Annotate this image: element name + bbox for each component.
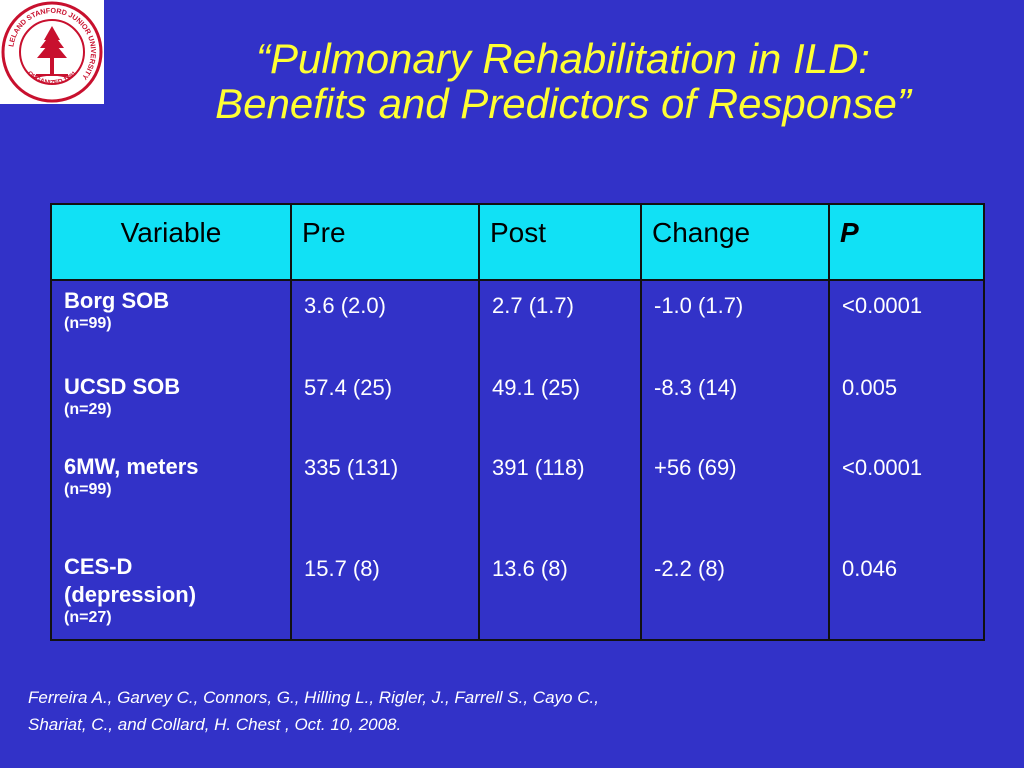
variable-n: (n=99) bbox=[64, 315, 112, 332]
p-column: <0.0001 0.005 <0.0001 0.046 bbox=[828, 279, 985, 641]
variable-name: Borg SOB bbox=[64, 288, 170, 313]
variable-column: Borg SOB (n=99) UCSD SOB (n=29) 6MW, met… bbox=[50, 279, 292, 641]
header-variable: Variable bbox=[50, 203, 292, 281]
variable-entry: 6MW, meters (n=99) bbox=[64, 453, 286, 499]
variable-name: CES-D (depression) bbox=[64, 554, 197, 607]
variable-n: (n=29) bbox=[64, 401, 112, 418]
pre-value: 3.6 (2.0) bbox=[304, 293, 386, 318]
header-p: P bbox=[828, 203, 985, 281]
results-table: Variable Pre Post Change P Borg SOB (n=9… bbox=[50, 203, 985, 641]
table-body-row: Borg SOB (n=99) UCSD SOB (n=29) 6MW, met… bbox=[50, 279, 985, 641]
variable-entry: Borg SOB (n=99) bbox=[64, 287, 286, 333]
change-value: -1.0 (1.7) bbox=[654, 293, 744, 318]
pre-value: 15.7 (8) bbox=[304, 556, 380, 581]
variable-entry: UCSD SOB (n=29) bbox=[64, 373, 286, 419]
post-column: 2.7 (1.7) 49.1 (25) 391 (118) 13.6 (8) bbox=[478, 279, 642, 641]
post-value: 2.7 (1.7) bbox=[492, 293, 574, 318]
title-line-2: Benefits and Predictors of Response” bbox=[215, 80, 911, 127]
variable-n: (n=99) bbox=[64, 481, 112, 498]
change-value: -2.2 (8) bbox=[654, 556, 725, 581]
post-value: 13.6 (8) bbox=[492, 556, 568, 581]
redwood-tree-icon bbox=[33, 26, 71, 79]
variable-n: (n=27) bbox=[64, 609, 112, 626]
change-value: +56 (69) bbox=[654, 455, 737, 480]
p-value: <0.0001 bbox=[842, 455, 923, 480]
stanford-seal-logo: LELAND STANFORD JUNIOR UNIVERSITY ORGANI… bbox=[0, 0, 104, 104]
p-value: <0.0001 bbox=[842, 293, 923, 318]
pre-column: 3.6 (2.0) 57.4 (25) 335 (131) 15.7 (8) bbox=[290, 279, 480, 641]
post-value: 391 (118) bbox=[492, 455, 585, 480]
p-value: 0.046 bbox=[842, 556, 898, 581]
table-header-row: Variable Pre Post Change P bbox=[50, 203, 985, 281]
header-change: Change bbox=[640, 203, 830, 281]
citation-line-1: Ferreira A., Garvey C., Connors, G., Hil… bbox=[28, 688, 599, 707]
change-value: -8.3 (14) bbox=[654, 375, 738, 400]
seal-graphic: LELAND STANFORD JUNIOR UNIVERSITY ORGANI… bbox=[1, 1, 103, 103]
post-value: 49.1 (25) bbox=[492, 375, 581, 400]
pre-value: 335 (131) bbox=[304, 455, 399, 480]
variable-entry: CES-D (depression) (n=27) bbox=[64, 553, 254, 627]
header-post: Post bbox=[478, 203, 642, 281]
citation: Ferreira A., Garvey C., Connors, G., Hil… bbox=[28, 684, 828, 738]
citation-line-2: Shariat, C., and Collard, H. Chest , Oct… bbox=[28, 715, 402, 734]
pre-value: 57.4 (25) bbox=[304, 375, 393, 400]
p-value: 0.005 bbox=[842, 375, 898, 400]
variable-name: 6MW, meters bbox=[64, 454, 199, 479]
header-pre: Pre bbox=[290, 203, 480, 281]
slide-title: “Pulmonary Rehabilitation in ILD: Benefi… bbox=[118, 36, 1008, 126]
title-line-1: “Pulmonary Rehabilitation in ILD: bbox=[256, 35, 870, 82]
variable-name: UCSD SOB bbox=[64, 374, 181, 399]
change-column: -1.0 (1.7) -8.3 (14) +56 (69) -2.2 (8) bbox=[640, 279, 830, 641]
